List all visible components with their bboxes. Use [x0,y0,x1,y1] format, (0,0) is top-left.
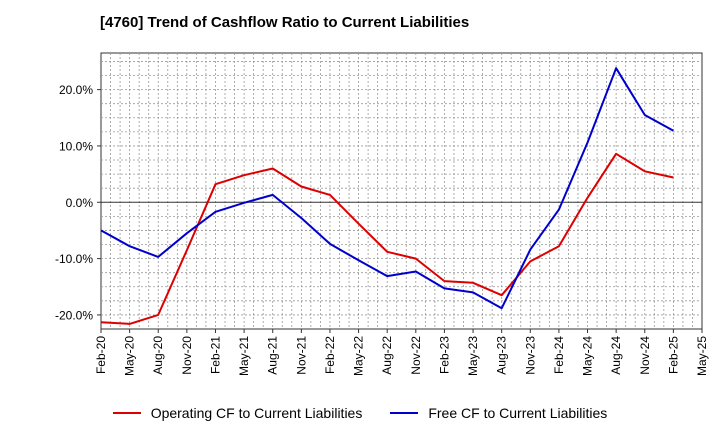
x-tick-label: May-21 [237,336,251,376]
x-tick-label: May-25 [695,336,709,376]
x-tick-label: Aug-23 [495,336,509,375]
chart-title: [4760] Trend of Cashflow Ratio to Curren… [100,14,470,31]
legend-item-free-cf: Free CF to Current Liabilities [390,405,607,421]
x-tick-label: Feb-24 [552,336,566,374]
x-tick-label: May-24 [581,336,595,376]
x-tick-label: Aug-22 [380,336,394,375]
x-tick-label: Nov-22 [409,336,423,375]
legend-swatch-operating-cf [112,412,141,414]
x-tick-label: Aug-24 [609,336,623,375]
x-tick-label: Nov-21 [294,336,308,375]
legend-item-operating-cf: Operating CF to Current Liabilities [112,405,363,421]
series-line-free-cf [100,67,674,310]
legend-swatch-free-cf [390,412,419,414]
x-tick-label: Feb-23 [437,336,451,374]
legend: Operating CF to Current Liabilities Free… [0,405,720,421]
y-axis: -20.0% -10.0% 0.0% 10.0% 20.0% [55,83,101,322]
series-line-operating-cf [100,152,674,325]
x-tick-label: Nov-23 [523,336,537,375]
x-tick-label: May-20 [123,336,137,376]
y-tick-label: -10.0% [55,252,93,266]
x-tick-label: Aug-21 [266,336,280,375]
vertical-gridlines [110,53,693,329]
x-tick-label: May-22 [352,336,366,376]
y-tick-label: 20.0% [59,83,93,97]
x-tick-label: Aug-20 [151,336,165,375]
plot-area [100,52,703,330]
legend-label-free-cf: Free CF to Current Liabilities [428,405,608,421]
y-tick-label: 10.0% [59,139,93,153]
x-tick-label: Feb-20 [94,336,108,374]
x-axis: Feb-20 May-20 Aug-20 Nov-20 Feb-21 May-21 Aug-… [94,329,709,376]
x-tick-label: May-23 [466,336,480,376]
x-tick-label: Nov-20 [180,336,194,375]
series-lines [100,67,674,325]
x-tick-label: Nov-24 [638,336,652,375]
x-tick-label: Feb-25 [666,336,680,374]
x-tick-label: Feb-21 [208,336,222,374]
legend-label-operating-cf: Operating CF to Current Liabilities [150,405,363,421]
x-tick-label: Feb-22 [323,336,337,374]
y-tick-label: -20.0% [55,308,93,322]
y-tick-label: 0.0% [66,196,94,210]
